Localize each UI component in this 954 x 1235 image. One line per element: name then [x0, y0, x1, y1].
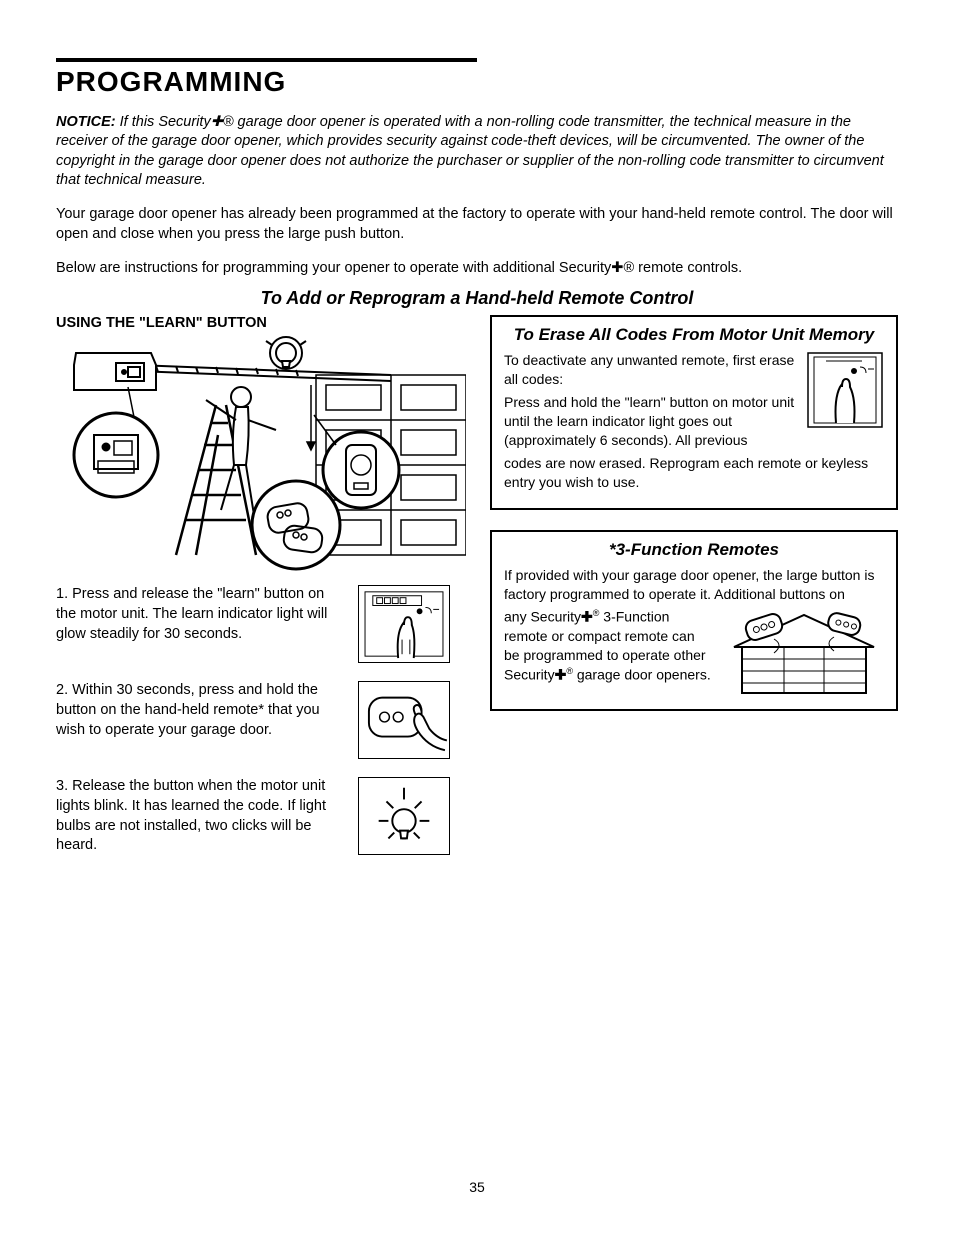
two-column-layout: USING THE "LEARN" BUTTON — [56, 315, 898, 873]
garage-scene-illustration — [56, 335, 466, 575]
fn-p1-side: any Security✚® 3-Function remote or comp… — [504, 607, 714, 684]
step-number: 2. — [56, 682, 68, 698]
step-body: Press and release the "learn" button on … — [56, 586, 327, 641]
fn-p1-top: If provided with your garage door opener… — [504, 566, 884, 604]
step-item: 2. Within 30 seconds, press and hold the… — [56, 681, 466, 759]
right-column: To Erase All Codes From Motor Unit Memor… — [490, 315, 898, 873]
page-number: 35 — [0, 1179, 954, 1195]
intro-paragraph-1: Your garage door opener has already been… — [56, 205, 898, 244]
fn-title: *3-Function Remotes — [504, 540, 884, 560]
step-text: 2. Within 30 seconds, press and hold the… — [56, 681, 346, 740]
steps-list: 1. Press and release the "learn" button … — [56, 585, 466, 855]
page-title: PROGRAMMING — [56, 66, 898, 98]
erase-codes-box: To Erase All Codes From Motor Unit Memor… — [490, 315, 898, 509]
step-thumb-light-blink — [358, 777, 450, 855]
step-number: 3. — [56, 778, 68, 794]
fn-thumb-house-icon — [724, 607, 884, 697]
intro-paragraph-2: Below are instructions for programming y… — [56, 259, 898, 279]
erase-title: To Erase All Codes From Motor Unit Memor… — [504, 325, 884, 345]
erase-p2-rest: codes are now erased. Reprogram each rem… — [504, 454, 884, 492]
step-text: 3. Release the button when the motor uni… — [56, 777, 346, 855]
step-text: 1. Press and release the "learn" button … — [56, 585, 346, 644]
step-body: Within 30 seconds, press and hold the bu… — [56, 682, 320, 737]
top-rule — [56, 58, 477, 62]
three-function-box: *3-Function Remotes If provided with you… — [490, 530, 898, 712]
notice-label: NOTICE: — [56, 114, 116, 130]
step-number: 1. — [56, 586, 68, 602]
erase-p2-partial: Press and hold the "learn" button on mot… — [504, 393, 796, 450]
subheading: To Add or Reprogram a Hand-held Remote C… — [56, 288, 898, 309]
notice-paragraph: NOTICE: If this Security✚® garage door o… — [56, 113, 898, 191]
step-item: 1. Press and release the "learn" button … — [56, 585, 466, 663]
left-column: USING THE "LEARN" BUTTON — [56, 315, 466, 873]
notice-body: If this Security✚® garage door opener is… — [56, 114, 884, 189]
erase-thumb-icon — [806, 351, 884, 429]
step-body: Release the button when the motor unit l… — [56, 778, 326, 853]
learn-header: USING THE "LEARN" BUTTON — [56, 315, 466, 331]
step-item: 3. Release the button when the motor uni… — [56, 777, 466, 855]
step-thumb-learn-button: <线 x1="20" y1="15" x2="20" y2="15"/> — [358, 585, 450, 663]
erase-p1: To deactivate any unwanted remote, first… — [504, 351, 796, 389]
step-thumb-remote-press — [358, 681, 450, 759]
manual-page: PROGRAMMING NOTICE: If this Security✚® g… — [0, 0, 954, 1235]
